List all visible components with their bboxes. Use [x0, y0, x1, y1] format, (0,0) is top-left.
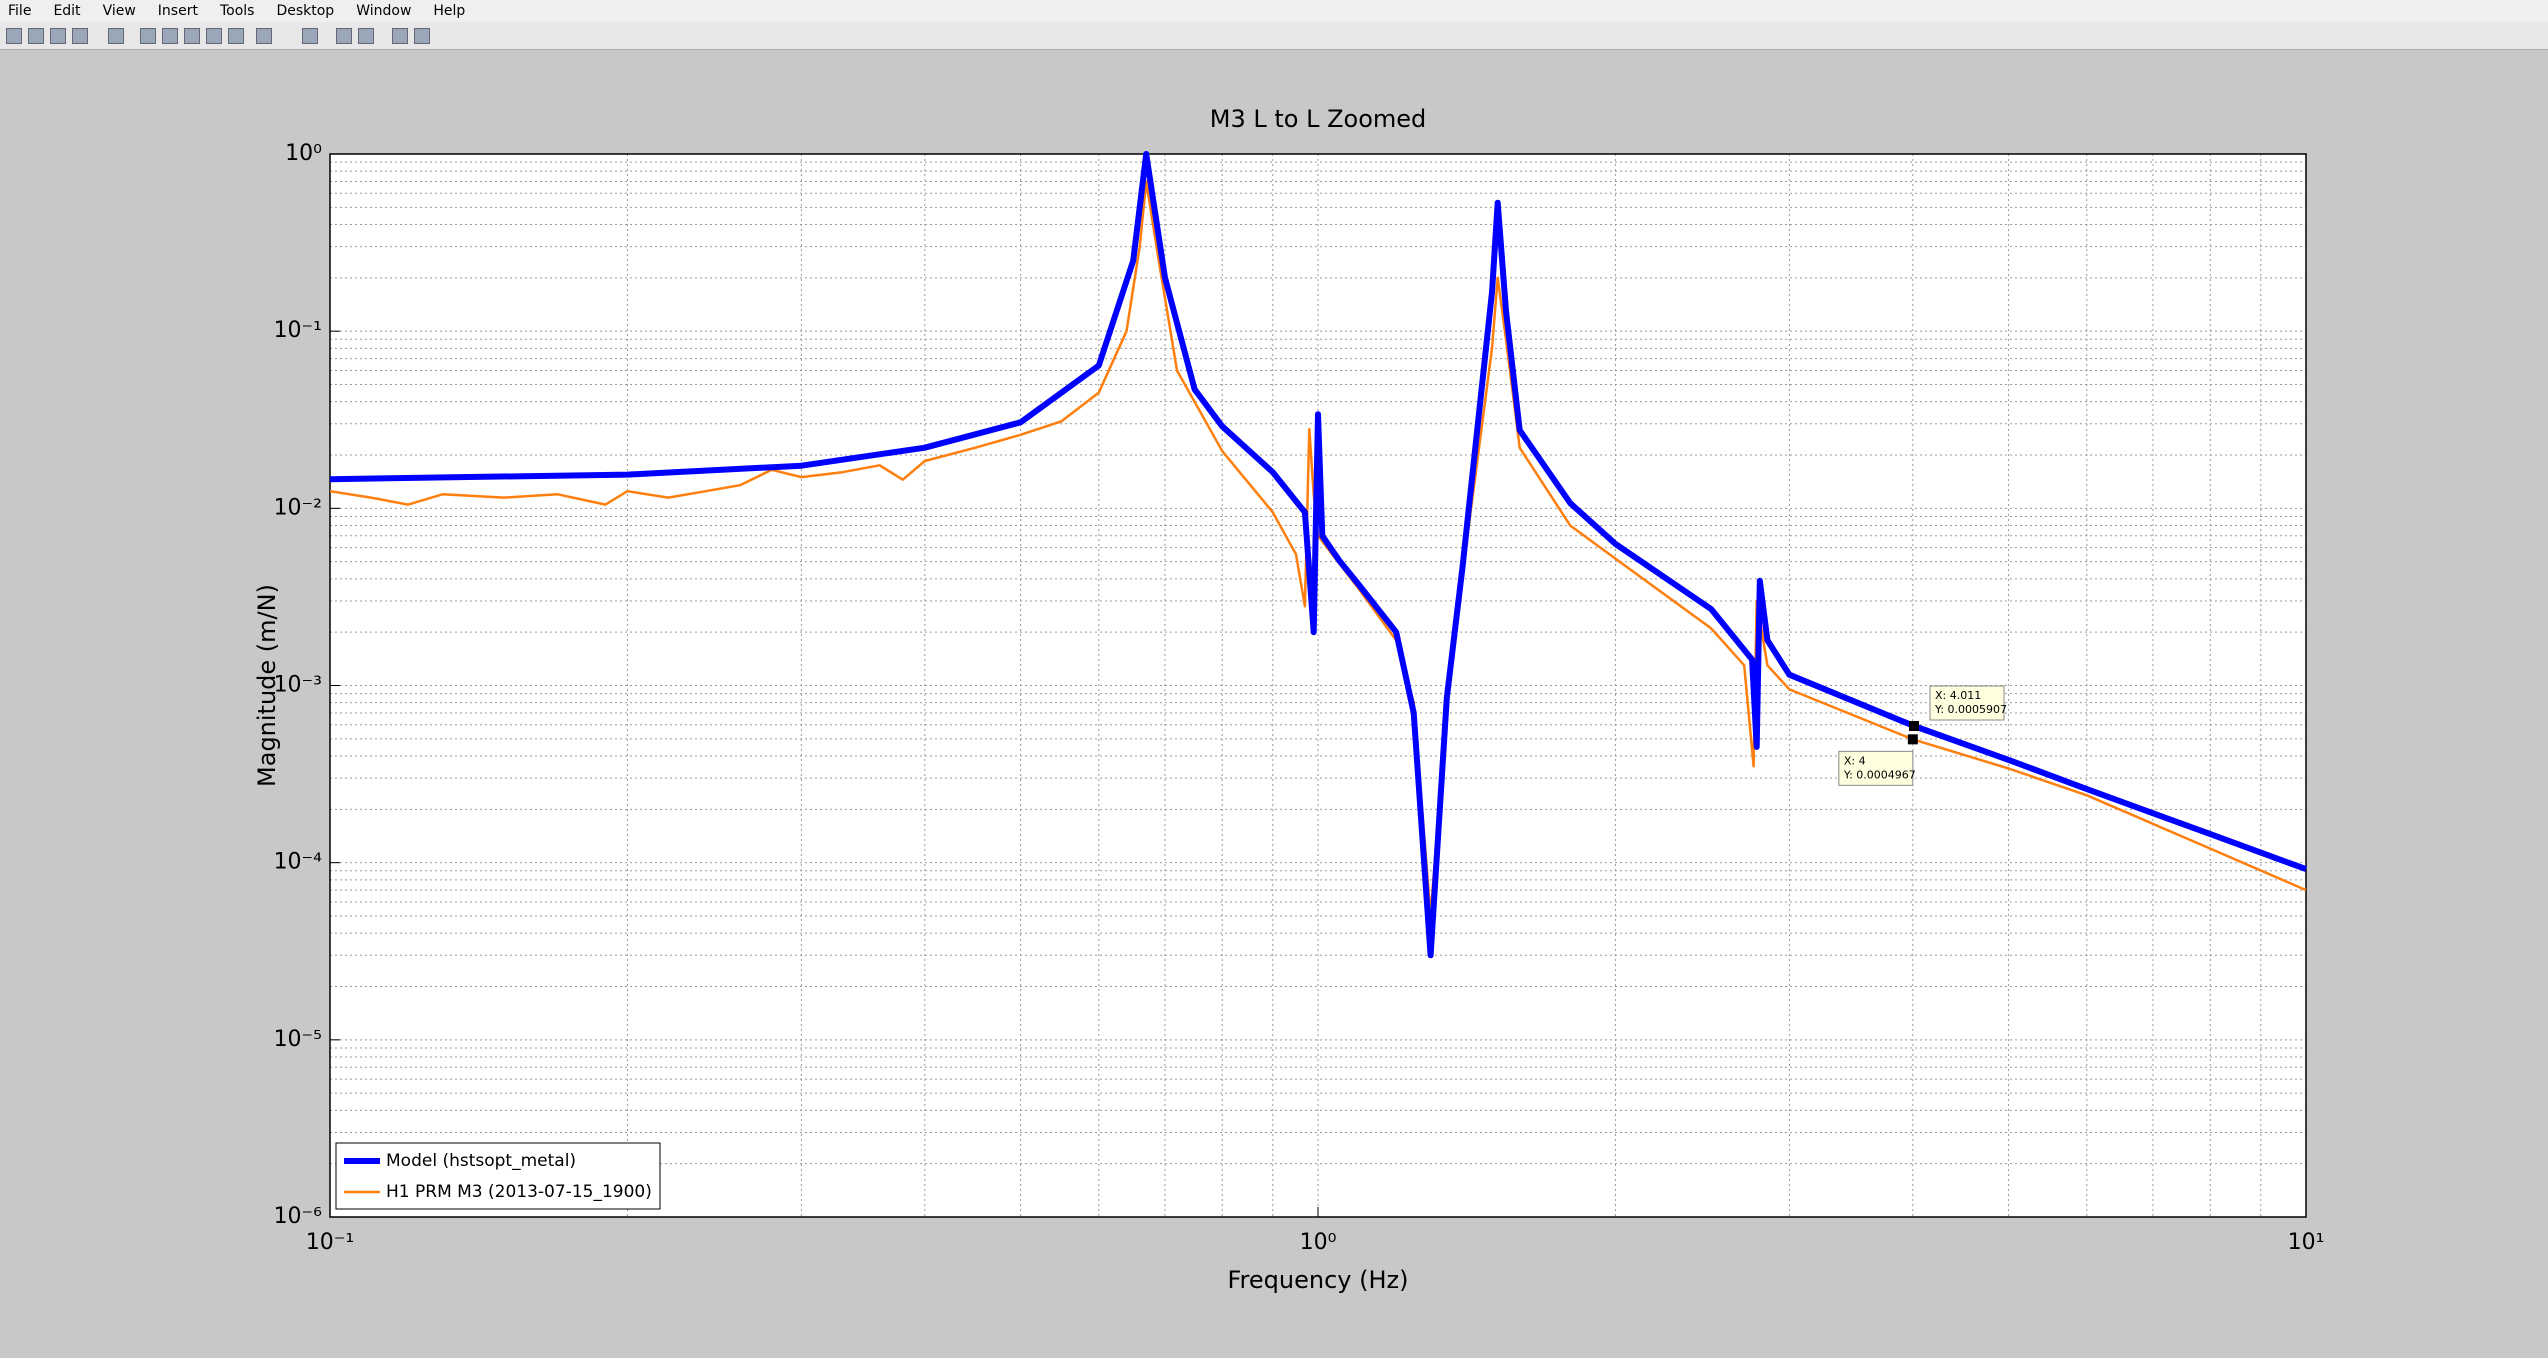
- line-series: [329, 180, 2307, 918]
- tool-icon[interactable]: [302, 28, 318, 44]
- legend-label: Model (hstsopt_metal): [386, 1151, 576, 1171]
- y-tick-label: 10⁻²: [274, 495, 322, 520]
- datatip-y: Y: 0.0004967: [1843, 768, 1916, 781]
- chart-title: M3 L to L Zoomed: [1210, 105, 1427, 133]
- menu-item[interactable]: File: [8, 3, 32, 19]
- datatip-box: [1838, 750, 1914, 786]
- tool-icon[interactable]: [162, 28, 178, 44]
- tool-icon[interactable]: [50, 28, 66, 44]
- menu-item[interactable]: Insert: [157, 3, 198, 19]
- datatip-x: X: 4.011: [1935, 689, 1981, 702]
- menu-item[interactable]: View: [102, 3, 136, 19]
- datatip-marker: [1907, 734, 1918, 745]
- tool-icon[interactable]: [140, 28, 156, 44]
- datatip-marker: [1909, 721, 1920, 732]
- y-tick-label: 10⁻⁵: [274, 1027, 322, 1052]
- datatip-box: [1929, 685, 2005, 721]
- tool-icon[interactable]: [6, 28, 22, 44]
- x-tick-label: 10⁻¹: [306, 1230, 354, 1255]
- tool-icon[interactable]: [228, 28, 244, 44]
- x-tick-label: 10¹: [2288, 1230, 2325, 1255]
- y-tick-label: 10⁻³: [274, 673, 322, 698]
- axes-box: [329, 153, 2307, 1218]
- tool-icon[interactable]: [108, 28, 124, 44]
- y-tick-label: 10⁻⁶: [274, 1204, 323, 1229]
- line-series: [329, 151, 2308, 959]
- legend-box: [335, 1142, 661, 1210]
- datatip-x: X: 4: [1844, 754, 1866, 767]
- menu-item[interactable]: Desktop: [276, 3, 335, 19]
- y-tick-label: 10⁻⁴: [274, 850, 323, 875]
- tool-icon[interactable]: [358, 28, 374, 44]
- tool-icon[interactable]: [392, 28, 408, 44]
- x-axis-label: Frequency (Hz): [1228, 1266, 1409, 1294]
- menu-item[interactable]: Help: [433, 3, 466, 19]
- tool-icon[interactable]: [256, 28, 272, 44]
- legend-label: H1 PRM M3 (2013-07-15_1900): [386, 1182, 652, 1202]
- toolbar: [0, 22, 2548, 50]
- y-tick-label: 10⁰: [285, 141, 322, 166]
- tool-icon[interactable]: [184, 28, 200, 44]
- tool-icon[interactable]: [206, 28, 222, 44]
- menu-item[interactable]: Tools: [219, 3, 255, 19]
- menu-item[interactable]: Window: [356, 3, 412, 19]
- figure: 10⁻¹ 10⁰ 10¹ 10⁻⁶ 10⁻⁵ 10⁻⁴ 10⁻³ 10⁻² 10⁻¹ 10⁰ M3 …: [253, 105, 2325, 1294]
- tool-icon[interactable]: [414, 28, 430, 44]
- y-tick-label: 10⁻¹: [274, 318, 322, 343]
- menu-item[interactable]: Edit: [53, 3, 81, 19]
- x-tick-label: 10⁰: [1300, 1230, 1337, 1255]
- tool-icon[interactable]: [28, 28, 44, 44]
- y-axis-label: Magnitude (m/N): [253, 584, 281, 787]
- tool-icon[interactable]: [336, 28, 352, 44]
- tool-icon[interactable]: [72, 28, 88, 44]
- datatip-y: Y: 0.0005907: [1934, 703, 2007, 716]
- menu-bar: File Edit View Insert Tools Desktop Window Help: [0, 0, 2548, 22]
